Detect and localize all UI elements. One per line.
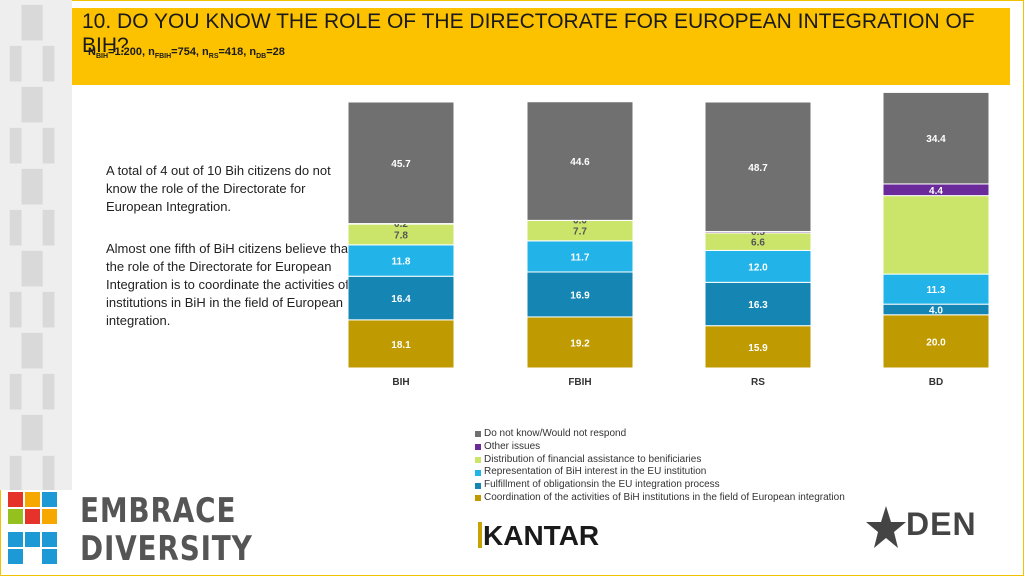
decorative-side-strip: ▐▌ ▌▐ ▐▌ ▌▐ ▐▌ ▌▐ ▐▌ ▌▐ ▐▌ ▌▐ ▐▌ ▌▐ [0, 0, 72, 490]
data-label: 18.1 [391, 340, 411, 351]
data-label: 12.0 [748, 262, 768, 273]
legend-swatch [475, 456, 481, 463]
legend-label: Coordination of the activities of BiH in… [484, 491, 845, 503]
decorative-tile: ▐▌ [10, 252, 54, 287]
decorative-tile: ▐▌ [10, 416, 54, 451]
data-label: 11.7 [571, 252, 590, 263]
data-label: 0.5 [751, 227, 765, 238]
den-logo: DEN [866, 500, 990, 556]
data-label: 16.9 [570, 290, 590, 301]
legend-item: Other issues [475, 441, 845, 454]
bar-segment [704, 249, 812, 283]
summary-paragraph-2: Almost one fifth of BiH citizens believe… [106, 241, 352, 328]
decorative-tile: ▌▐ [10, 211, 54, 246]
bar-segment [347, 244, 455, 277]
legend-swatch [475, 431, 481, 438]
data-label: 4.0 [929, 305, 943, 316]
sample-size: NBIH=1.200, nFBIH=754, nRS=418, nDB=28 [88, 46, 285, 61]
legend-item: Fulfillment of obligationsin the EU inte… [475, 479, 845, 492]
data-label: 0.2 [394, 219, 408, 230]
legend-swatch [475, 469, 481, 476]
embrace-diversity-logo: EMBRACE DIVERSITY [6, 488, 252, 572]
data-label: 16.4 [391, 294, 411, 305]
bar-segment [526, 240, 634, 273]
category-label: FBIH [568, 377, 591, 388]
legend-swatch [475, 495, 481, 502]
legend-label: Do not know/Would not respond [484, 428, 627, 439]
chart-legend: Do not know/Would not respond Other issue… [475, 428, 845, 505]
decorative-tile: ▌▐ [10, 375, 54, 410]
data-label: 44.6 [570, 157, 590, 168]
embrace-diversity-wordmark: EMBRACE DIVERSITY [80, 491, 253, 569]
header-band: 10. DO YOU KNOW THE ROLE OF THE DIRECTOR… [72, 8, 1010, 85]
category-label: BD [929, 377, 943, 388]
data-label: 7.7 [573, 227, 587, 238]
category-label: RS [751, 377, 765, 388]
legend-label: Fulfillment of obligationsin the EU inte… [484, 479, 720, 491]
decorative-tile: ▐▌ [10, 170, 54, 205]
summary-paragraph-1: A total of 4 out of 10 Bih citizens do n… [106, 163, 331, 214]
data-label: 19.2 [570, 338, 590, 349]
bar-segment [526, 271, 634, 318]
legend-item: Do not know/Would not respond [475, 428, 845, 441]
decorative-tile: ▌▐ [10, 457, 54, 490]
data-label: 11.3 [927, 285, 946, 296]
kantar-logo: KANTAR [478, 520, 599, 552]
legend-swatch [475, 444, 481, 451]
bar-segment [882, 195, 990, 275]
bar-segment [347, 101, 455, 225]
data-label: 6.6 [751, 238, 765, 249]
decorative-tile: ▌▐ [10, 47, 54, 82]
legend-label: Other issues [484, 440, 541, 452]
data-label: 4.4 [929, 186, 943, 197]
legend-label: Distribution of financial assistance to … [484, 453, 702, 465]
data-label: 45.7 [391, 159, 411, 170]
bih-eu-logo-mark [8, 492, 72, 568]
page-title: 10. DO YOU KNOW THE ROLE OF THE DIRECTOR… [82, 10, 975, 57]
bar-segment [526, 316, 634, 369]
decorative-tile: ▐▌ [10, 88, 54, 123]
data-label: 11.8 [392, 257, 411, 268]
bar-segment [882, 273, 990, 305]
decorative-tile: ▌▐ [10, 293, 54, 328]
bar-segment [526, 101, 634, 221]
bar-segment [882, 91, 990, 185]
bar-segment [347, 319, 455, 369]
decorative-tile: ▐▌ [10, 6, 54, 41]
data-label: 15.9 [748, 343, 768, 354]
legend-label: Representation of BiH interest in the EU… [484, 466, 707, 478]
legend-item: Distribution of financial assistance to … [475, 454, 845, 467]
decorative-tile: ▌▐ [10, 129, 54, 164]
data-label: 7.8 [394, 230, 408, 241]
legend-swatch [475, 482, 481, 489]
decorative-tile: ▐▌ [10, 334, 54, 369]
data-label: 48.7 [748, 163, 768, 174]
legend-item: Coordination of the activities of BiH in… [475, 492, 845, 505]
data-label: 16.3 [748, 300, 768, 311]
category-label: BIH [392, 377, 409, 388]
bar-segment [704, 281, 812, 327]
legend-item: Representation of BiH interest in the EU… [475, 466, 845, 479]
data-label: 20.0 [926, 337, 946, 348]
star-icon [866, 506, 906, 548]
bar-segment [704, 101, 812, 233]
data-label: 34.4 [926, 134, 946, 145]
